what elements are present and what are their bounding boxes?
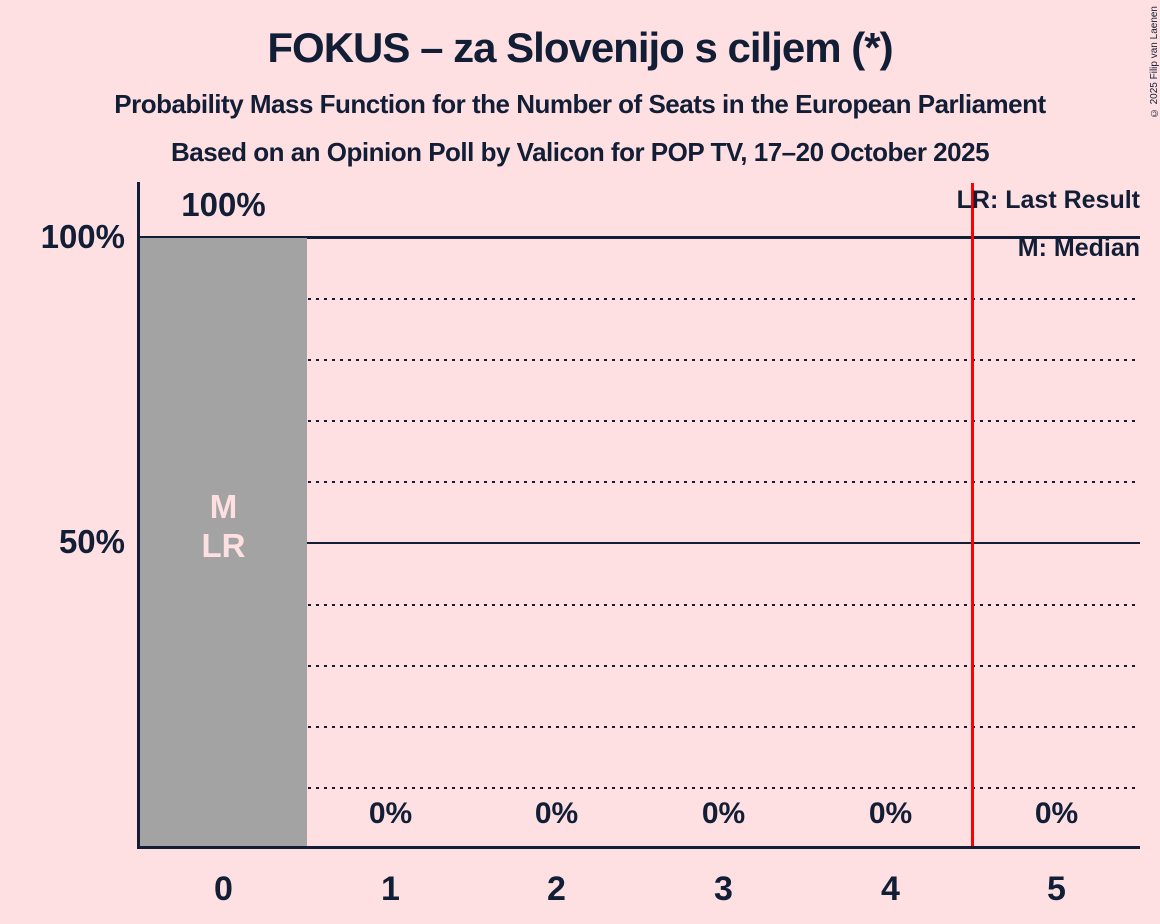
bar-value-label-3: 0% [701,797,746,830]
gridline-20pct [140,726,1140,728]
gridline-100pct [140,236,1140,239]
bar-seat-0 [140,238,307,848]
x-axis-line [137,846,1140,849]
bar-value-label-2: 0% [534,797,579,830]
y-tick-label-50: 50% [58,523,125,560]
y-tick-label-100: 100% [40,218,125,255]
chart-subtitle: Probability Mass Function for the Number… [114,89,1046,119]
gridline-50pct [140,542,1140,544]
gridline-90pct [140,298,1140,300]
median-marker: M [209,488,238,525]
bar-value-label-0: 100% [181,186,266,223]
y-axis-line [137,182,140,849]
bar-value-label-4: 0% [868,797,913,830]
legend-last-result: LR: Last Result [956,186,1140,214]
majority-threshold-line [971,183,974,846]
gridline-10pct [140,787,1140,789]
gridline-80pct [140,359,1140,361]
x-tick-label-2: 2 [547,870,566,908]
last-result-marker: LR [201,527,246,564]
x-tick-label-5: 5 [1047,870,1066,908]
bar-value-label-1: 0% [368,797,413,830]
gridline-60pct [140,481,1140,483]
chart-source-line: Based on an Opinion Poll by Valicon for … [170,137,990,167]
x-tick-label-4: 4 [881,870,900,908]
gridline-70pct [140,420,1140,422]
gridline-30pct [140,665,1140,667]
bar-value-label-5: 0% [1034,797,1079,830]
copyright-notice: © 2025 Filip van Laenen [1149,6,1160,119]
chart-title: FOKUS – za Slovenijo s ciljem (*) [267,24,893,71]
gridline-40pct [140,604,1140,606]
x-tick-label-3: 3 [714,870,733,908]
median-last-result-annotation: M LR [140,487,307,565]
x-tick-label-1: 1 [381,870,400,908]
legend-median: M: Median [1017,234,1140,262]
x-tick-label-0: 0 [214,870,233,908]
